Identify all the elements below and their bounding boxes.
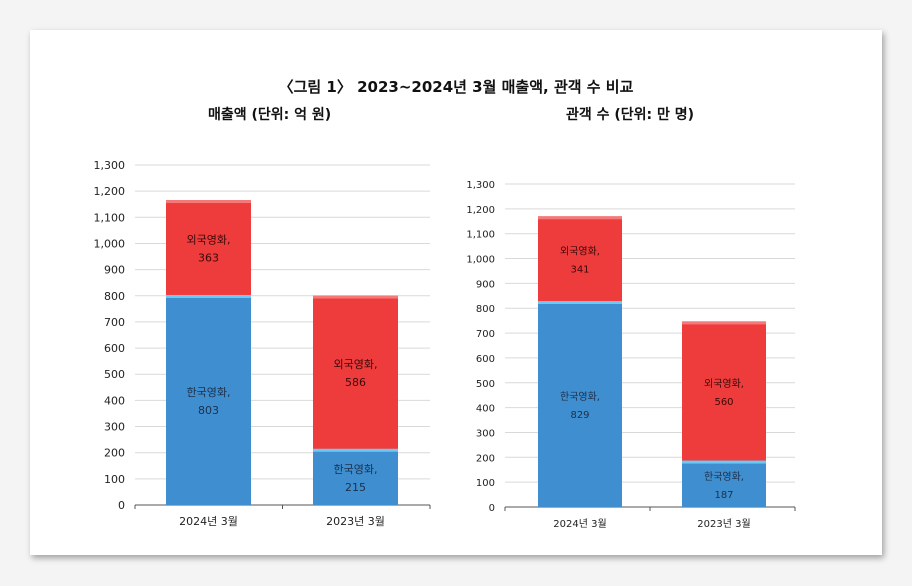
data-label-name: 외국영화,: [334, 358, 378, 371]
y-tick-label: 700: [104, 316, 125, 329]
y-tick-label: 0: [489, 503, 495, 514]
y-tick-label: 1,200: [466, 205, 495, 216]
y-tick-label: 600: [104, 342, 125, 355]
figure-title: 〈그림 1〉 2023~2024년 3월 매출액, 관객 수 비교: [278, 78, 634, 96]
data-label-value: 560: [714, 397, 733, 408]
bar-segment-foreign: [166, 200, 251, 295]
bar-segment-highlight: [682, 460, 766, 464]
x-tick-label: 2023년 3월: [326, 515, 385, 528]
bar-segment-foreign: [313, 295, 398, 449]
bar-segment-highlight: [313, 295, 398, 299]
data-label-value: 363: [198, 252, 219, 265]
y-tick-label: 200: [104, 447, 125, 460]
y-tick-label: 1,100: [94, 211, 126, 224]
y-tick-label: 1,000: [94, 237, 126, 250]
data-label-value: 215: [345, 481, 366, 494]
y-tick-label: 800: [104, 290, 125, 303]
chart-title-audience: 관객 수 (단위: 만 명): [566, 107, 695, 123]
data-label-value: 341: [570, 265, 589, 276]
y-tick-label: 500: [476, 379, 495, 390]
bar-segment-highlight: [538, 301, 622, 305]
y-tick-label: 1,200: [94, 185, 126, 198]
y-tick-label: 1,300: [466, 180, 495, 191]
x-tick-label: 2023년 3월: [697, 518, 750, 530]
y-tick-label: 1,000: [466, 255, 495, 266]
data-label-name: 한국영화,: [560, 391, 600, 403]
y-tick-label: 300: [104, 421, 125, 434]
data-label-value: 187: [714, 490, 733, 501]
data-label-name: 외국영화,: [560, 246, 600, 258]
data-label-value: 586: [345, 376, 366, 389]
y-tick-label: 1,100: [466, 230, 495, 241]
y-tick-label: 400: [476, 404, 495, 415]
bar-segment-korean: [682, 460, 766, 507]
y-tick-label: 800: [476, 304, 495, 315]
data-label-value: 829: [570, 410, 589, 421]
bar-segment-highlight: [166, 294, 251, 298]
data-label-name: 한국영화,: [187, 386, 231, 399]
y-tick-label: 100: [104, 473, 125, 486]
bar-segment-highlight: [538, 216, 622, 220]
data-label-name: 한국영화,: [704, 471, 744, 483]
y-tick-label: 900: [104, 264, 125, 277]
y-tick-label: 300: [476, 428, 495, 439]
data-label-name: 한국영화,: [334, 463, 378, 476]
data-label-name: 외국영화,: [187, 234, 231, 247]
bar-segment-korean: [313, 448, 398, 505]
bar-segment-highlight: [313, 448, 398, 452]
y-tick-label: 700: [476, 329, 495, 340]
y-tick-label: 600: [476, 354, 495, 365]
bar-segment-highlight: [166, 200, 251, 204]
y-tick-label: 400: [104, 394, 125, 407]
data-label-name: 외국영화,: [704, 378, 744, 390]
data-label-value: 803: [198, 404, 219, 417]
bar-segment-korean: [538, 301, 622, 507]
x-tick-label: 2024년 3월: [553, 518, 606, 530]
y-tick-label: 100: [476, 478, 495, 489]
bar-segment-korean: [166, 294, 251, 505]
y-tick-label: 0: [118, 499, 125, 512]
bar-segment-foreign: [538, 216, 622, 302]
y-tick-label: 1,300: [94, 159, 126, 172]
bar-segment-foreign: [682, 321, 766, 461]
y-tick-label: 200: [476, 453, 495, 464]
chart-title-revenue: 매출액 (단위: 억 원): [208, 107, 332, 123]
bar-segment-highlight: [682, 321, 766, 325]
y-tick-label: 900: [476, 279, 495, 290]
y-tick-label: 500: [104, 368, 125, 381]
x-tick-label: 2024년 3월: [179, 515, 238, 528]
